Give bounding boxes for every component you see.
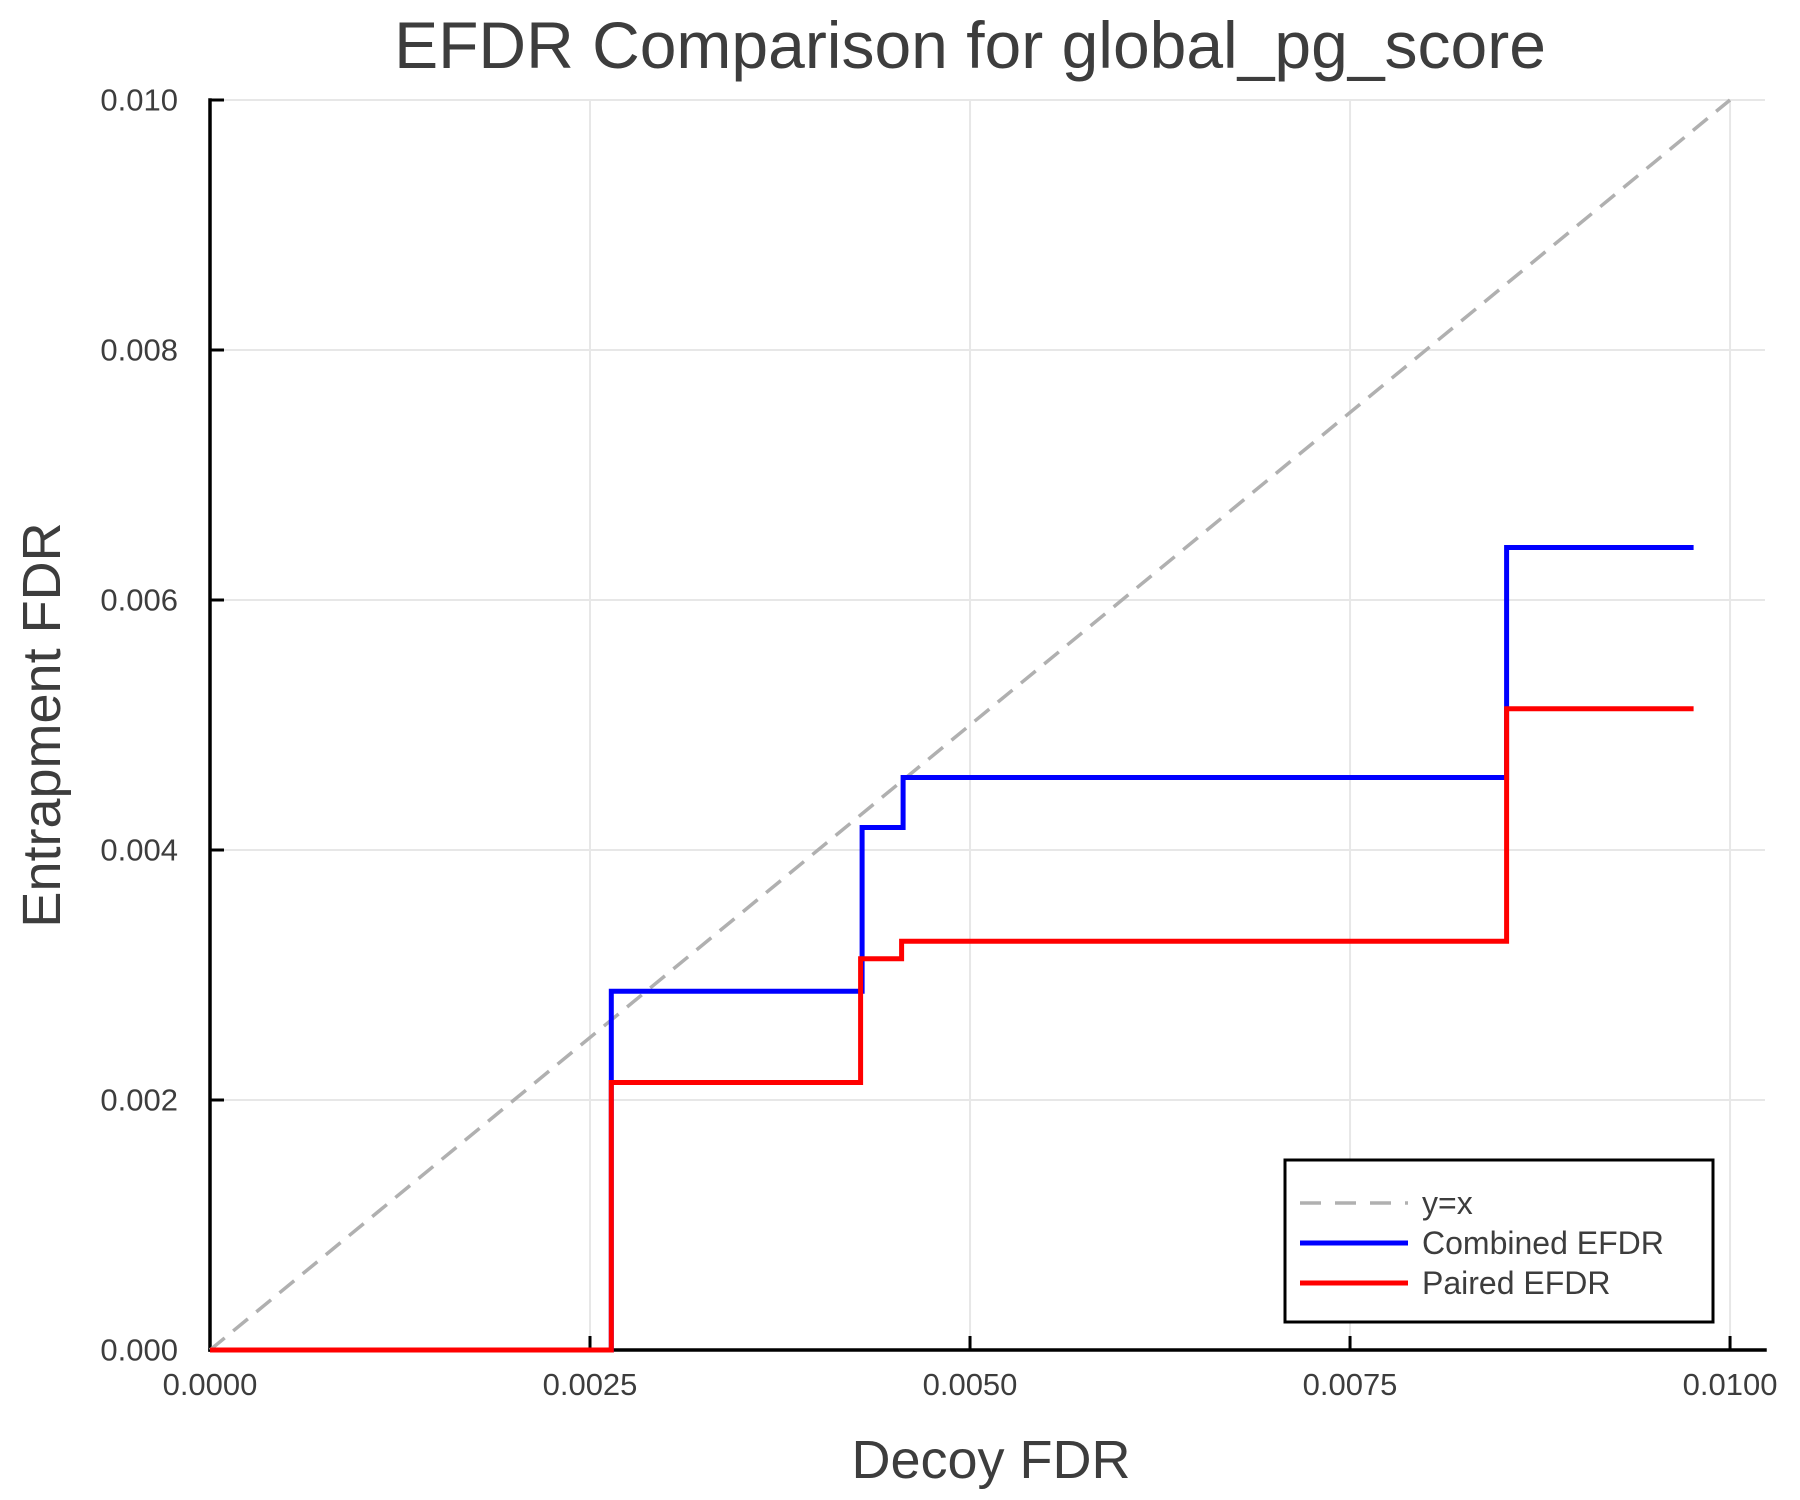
x-tick-label: 0.0050 <box>923 1367 1018 1402</box>
y-tick-label: 0.004 <box>100 833 178 868</box>
y-tick-label: 0.006 <box>100 583 178 618</box>
x-tick-label: 0.0025 <box>543 1367 638 1402</box>
y-axis-label: Entrapment FDR <box>12 522 72 927</box>
y-tick-label: 0.008 <box>100 333 178 368</box>
series-lines <box>208 98 1732 1353</box>
y-tick-label: 0.000 <box>100 1333 178 1368</box>
chart-title: EFDR Comparison for global_pg_score <box>394 8 1546 82</box>
paired-efdr-line <box>210 706 1694 1353</box>
legend-label-combined-efdr: Combined EFDR <box>1422 1225 1664 1261</box>
x-axis-label: Decoy FDR <box>851 1430 1130 1490</box>
axis-tick-labels: 0.0000 0.0025 0.0050 0.0075 0.0100 0.000 0.002… <box>100 83 1777 1403</box>
x-tick-label: 0.0100 <box>1683 1367 1778 1402</box>
gridlines <box>210 99 1765 1350</box>
legend-label-identity-line: y=x <box>1422 1185 1473 1221</box>
legend: y=x Combined EFDR Paired EFDR <box>1283 1158 1715 1324</box>
x-tick-label: 0.0000 <box>163 1367 258 1402</box>
y-tick-label: 0.010 <box>100 83 178 118</box>
y-tick-label: 0.002 <box>100 1083 178 1118</box>
x-tick-label: 0.0075 <box>1303 1367 1398 1402</box>
legend-label-paired-efdr: Paired EFDR <box>1422 1265 1611 1301</box>
